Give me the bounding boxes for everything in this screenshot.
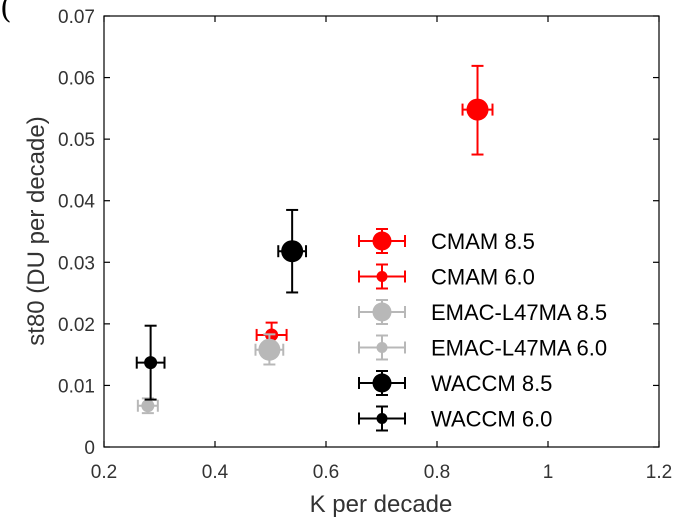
y-tick-label: 0.01 — [58, 376, 95, 397]
legend-item-4: EMAC-L47MA 6.0 — [358, 334, 607, 361]
chart-title-fragment: ( — [0, 0, 12, 26]
legend-label: WACCM 6.0 — [431, 407, 552, 432]
x-tick-label: 0.4 — [202, 462, 229, 483]
x-tick-label: 1 — [543, 462, 554, 483]
data-point-1 — [461, 64, 494, 156]
x-tick-label: 1.2 — [646, 462, 672, 483]
legend-marker — [372, 373, 392, 393]
legend-label: EMAC-L47MA 6.0 — [431, 336, 607, 361]
data-point-3 — [254, 333, 285, 366]
axis-ticks: 0.2 0.4 0.6 0.8 1 1.2 0 0.01 0.02 0.03 0.04 0.05 0.0… — [58, 7, 672, 483]
legend-item-5: WACCM 8.5 — [358, 370, 552, 396]
x-tick-label: 0.2 — [91, 462, 117, 483]
y-tick-label: 0.07 — [58, 7, 95, 28]
y-tick-label: 0.04 — [58, 192, 95, 213]
legend-marker — [376, 342, 388, 353]
legend-item-3: EMAC-L47MA 8.5 — [358, 299, 607, 325]
data-marker — [281, 240, 304, 263]
legend-label: WACCM 8.5 — [431, 371, 552, 396]
data-marker — [144, 356, 158, 370]
legend: CMAM 8.5 CMAM 6.0 EMAC-L47MA 8.5 EMAC-L47MA… — [358, 228, 607, 432]
legend-label: CMAM 8.5 — [431, 229, 535, 254]
data-point-4 — [136, 397, 159, 415]
data-marker — [258, 338, 281, 361]
data-marker — [466, 98, 489, 121]
legend-label: CMAM 6.0 — [431, 265, 535, 290]
legend-marker — [372, 231, 392, 251]
legend-item-1: CMAM 8.5 — [358, 228, 535, 254]
plot-frame — [103, 15, 660, 448]
y-tick-label: 0.03 — [58, 253, 95, 274]
legend-label: EMAC-L47MA 8.5 — [431, 300, 607, 325]
legend-item-6: WACCM 6.0 — [358, 405, 552, 432]
data-point-5 — [277, 208, 308, 294]
legend-item-2: CMAM 6.0 — [358, 263, 535, 290]
data-points — [135, 64, 494, 415]
legend-marker — [372, 302, 392, 322]
legend-marker — [376, 271, 388, 282]
x-tick-label: 0.8 — [424, 462, 450, 483]
x-tick-label: 0.6 — [313, 462, 339, 483]
y-axis-label: st80 (DU per decade) — [23, 116, 50, 345]
data-marker — [141, 399, 155, 413]
y-tick-label: 0.02 — [58, 315, 95, 336]
y-tick-label: 0 — [84, 438, 95, 459]
y-tick-label: 0.06 — [58, 69, 95, 90]
data-point-6 — [135, 324, 166, 401]
x-axis-label: K per decade — [310, 491, 453, 518]
y-tick-label: 0.05 — [58, 130, 95, 151]
legend-marker — [376, 413, 388, 424]
